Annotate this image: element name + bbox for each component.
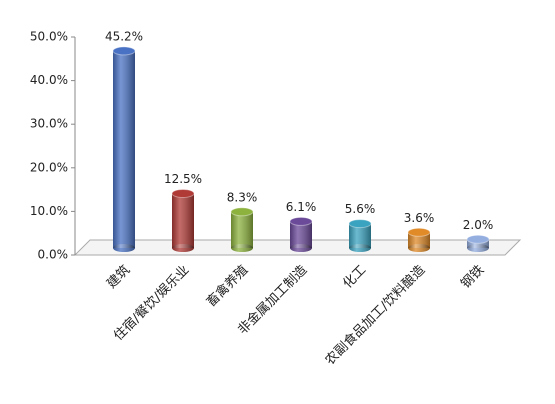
bar-top <box>171 189 195 198</box>
bar-shade <box>172 193 194 248</box>
value-label: 45.2% <box>105 29 143 43</box>
y-tick-label: 10.0% <box>30 204 68 218</box>
bar-base-shade <box>467 244 489 252</box>
bar-base-shade <box>231 244 253 252</box>
x-tick-label: 化工 <box>340 263 369 292</box>
value-label: 6.1% <box>286 200 317 214</box>
y-tick-label: 30.0% <box>30 117 68 131</box>
bar-top <box>230 207 254 217</box>
bar-shade <box>408 232 430 248</box>
x-tick-label: 建筑 <box>104 262 134 292</box>
value-label: 3.6% <box>404 211 435 225</box>
value-label: 12.5% <box>164 172 202 186</box>
x-tick-label: 畜禽养殖 <box>203 262 251 310</box>
value-label: 2.0% <box>463 218 494 232</box>
y-tick-label: 20.0% <box>30 160 68 174</box>
y-tick-label: 40.0% <box>30 73 68 87</box>
bar-top <box>466 234 490 244</box>
bar-shade <box>231 211 253 248</box>
y-tick-label: 0.0% <box>38 248 69 262</box>
bar-base-shade <box>349 244 371 252</box>
value-label: 5.6% <box>345 202 376 216</box>
bar-top <box>348 219 372 229</box>
bar-base-shade <box>113 244 135 252</box>
x-tick-label: 钢铁 <box>458 263 487 292</box>
bar-top <box>407 227 431 237</box>
bar-base-shade <box>172 244 194 252</box>
bar-base-shade <box>408 244 430 252</box>
bar-shade <box>290 221 312 248</box>
x-tick-label: 农副食品加工/饮料酿造 <box>322 262 428 368</box>
bar-base-shade <box>290 244 312 252</box>
bar-top <box>289 216 313 226</box>
bar-top <box>112 46 136 56</box>
bar-shade <box>467 239 489 248</box>
bar-shade <box>349 223 371 248</box>
bar-shade <box>113 50 135 248</box>
y-tick-label: 50.0% <box>30 30 68 44</box>
value-label: 8.3% <box>227 190 258 204</box>
